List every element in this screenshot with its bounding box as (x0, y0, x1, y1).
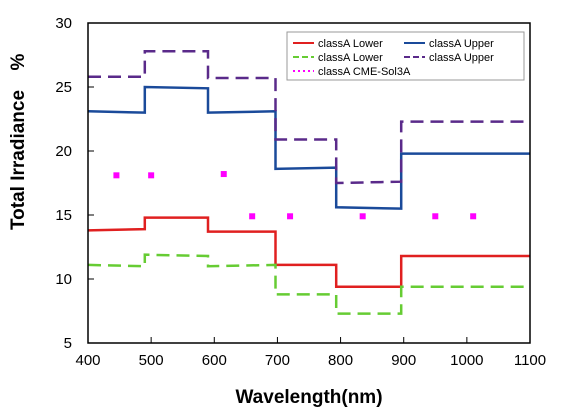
x-axis-title: Wavelength(nm) (235, 387, 382, 408)
y-tick-label: 5 (64, 335, 72, 352)
legend-label: classA CME-Sol3A (318, 66, 411, 78)
plot-frame (87, 22, 531, 344)
legend: classA Lower classA Upper classA Lower clas… (286, 31, 525, 81)
x-tick-label: 500 (139, 352, 164, 369)
y-tick-label: 10 (55, 271, 72, 288)
data-point (470, 213, 477, 220)
y-tick-label: 20 (55, 143, 72, 160)
y-axis-title: Total Irradiance (8, 90, 29, 230)
series-layer (87, 49, 530, 315)
data-point (359, 213, 366, 220)
legend-label: classA Upper (429, 52, 494, 64)
x-tick-label: 900 (391, 352, 416, 369)
series-line-1 (87, 85, 530, 210)
data-point (113, 172, 120, 179)
series-line-3 (88, 49, 530, 185)
x-tick-label: 1000 (450, 352, 483, 369)
x-tick-label: 600 (202, 352, 227, 369)
data-point (249, 213, 256, 220)
x-tick-label: 800 (328, 352, 353, 369)
x-tick-label: 400 (75, 352, 100, 369)
y-tick-label: 15 (55, 207, 72, 224)
legend-label: classA Lower (318, 38, 383, 50)
legend-label: classA Upper (429, 38, 494, 50)
data-point (287, 213, 294, 220)
y-axis-unit: % (8, 53, 29, 70)
series-line-2 (87, 253, 530, 315)
data-point (220, 171, 227, 178)
data-point (148, 172, 155, 179)
legend-label: classA Lower (318, 52, 383, 64)
y-tick-label: 25 (55, 79, 72, 96)
x-tick-label: 1100 (514, 352, 546, 369)
data-point (432, 213, 439, 220)
ticks-layer: 400 500 600 700 800 900 1000 1100 5 10 15 20 25 30 (55, 15, 546, 369)
x-tick-label: 700 (265, 352, 290, 369)
series-line-0 (87, 216, 530, 288)
y-tick-label: 30 (55, 15, 72, 32)
